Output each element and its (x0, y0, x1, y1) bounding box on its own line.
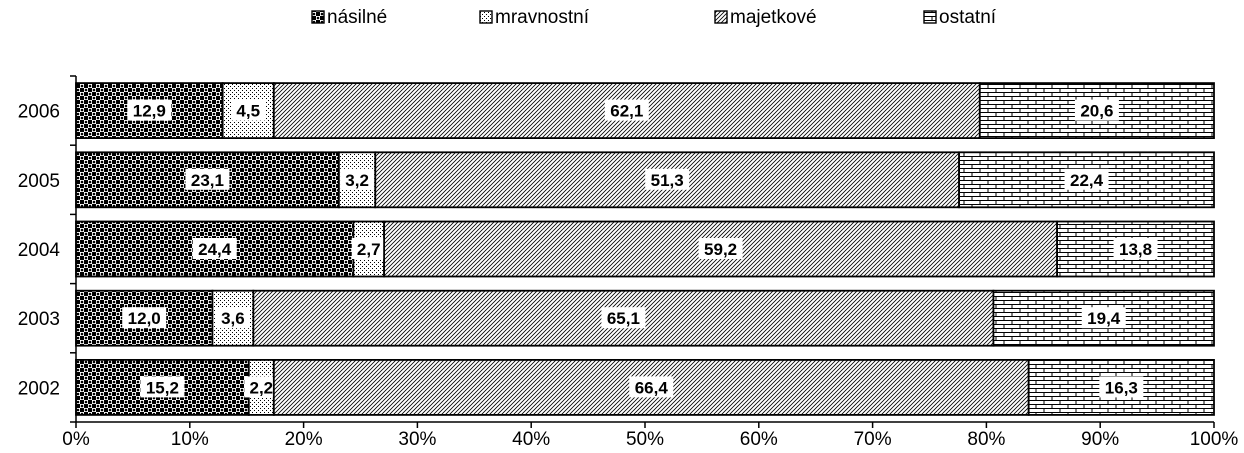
data-label-bg (601, 307, 646, 329)
data-label: 3,2 (345, 171, 369, 190)
bar-segment (1056, 220, 1215, 278)
x-tick-label: 10% (171, 429, 209, 450)
legend-item-1: mravnostní (479, 7, 590, 28)
data-label-bg (215, 307, 250, 329)
data-label: 22,4 (1070, 171, 1104, 190)
data-label: 65,1 (607, 309, 640, 328)
y-tick-label: 2004 (18, 240, 61, 261)
data-label: 2,2 (249, 378, 273, 397)
data-label: 15,2 (146, 378, 179, 397)
y-tick-label: 2006 (18, 102, 60, 123)
x-tick-label: 40% (512, 429, 550, 450)
data-label-bg (231, 99, 266, 121)
data-label: 62,1 (610, 102, 643, 121)
data-label: 24,4 (198, 240, 232, 259)
data-label-bg (1064, 168, 1109, 190)
legend-swatch (479, 10, 493, 24)
data-label-bg (244, 376, 279, 398)
bar-row-2005: 23,1 3,2 51,3 22,4 (75, 151, 1215, 209)
y-tick-label: 2002 (18, 378, 60, 399)
data-label-bg (140, 376, 185, 398)
data-label-bg (1074, 99, 1119, 121)
data-label-bg (1081, 307, 1126, 329)
data-label: 66,4 (635, 378, 669, 397)
data-label-bg (192, 238, 237, 259)
y-tick-label: 2003 (18, 309, 60, 330)
bar-segment (221, 82, 275, 139)
x-tick-label: 20% (285, 429, 323, 450)
x-tick-label: 30% (398, 429, 436, 450)
bars-group: 12,9 4,5 62,1 20,6 23,1 3,2 51,3 22,4 24,4 2,7 59,… (75, 82, 1215, 416)
legend-label: mravnostní (495, 7, 590, 28)
data-label: 51,3 (651, 171, 684, 190)
legend-item-0: násilné (311, 7, 387, 28)
data-label: 16,3 (1105, 378, 1138, 397)
axes-group: 2006 2005 2004 2003 2002 0% 10% 20% 30% 40% 50% 60%… (18, 75, 1239, 450)
data-label-bg (629, 376, 674, 398)
data-label: 59,2 (704, 240, 737, 259)
data-label: 19,4 (1087, 309, 1121, 328)
bar-row-2002: 15,2 2,2 66,4 16,3 (75, 358, 1215, 416)
data-label: 3,6 (221, 309, 245, 328)
legend-swatch (311, 10, 325, 24)
data-label-bg (645, 168, 690, 190)
data-label-bg (1099, 376, 1144, 398)
x-tick-label: 0% (62, 429, 90, 450)
data-label-bg (1113, 238, 1158, 259)
data-label: 13,8 (1119, 240, 1152, 259)
x-tick-label: 90% (1081, 429, 1119, 450)
data-label-bg (185, 168, 230, 190)
legend-label: násilné (327, 7, 387, 28)
legend-swatch (923, 10, 937, 24)
data-label-bg (340, 168, 375, 190)
data-label: 4,5 (236, 102, 260, 121)
x-tick-label: 80% (967, 429, 1005, 450)
bar-row-2004: 24,4 2,7 59,2 13,8 (75, 220, 1215, 278)
data-label: 23,1 (191, 171, 224, 190)
data-label: 2,7 (357, 240, 381, 259)
data-label-bg (604, 99, 649, 121)
data-label-bg (698, 238, 743, 259)
legend-label: ostatní (939, 7, 997, 28)
data-label-bg (351, 238, 386, 259)
y-tick-label: 2005 (18, 171, 60, 192)
x-tick-label: 60% (740, 429, 778, 450)
bar-row-2003: 12,0 3,6 65,1 19,4 (75, 289, 1215, 347)
chart-legend: násilné mravnostní majetkové ostatní (311, 7, 997, 28)
legend-label: majetkové (730, 7, 817, 28)
x-tick-label: 70% (854, 429, 892, 450)
data-label: 12,9 (133, 102, 166, 121)
x-tick-label: 100% (1190, 429, 1239, 450)
legend-item-2: majetkové (714, 7, 817, 28)
bar-row-2006: 12,9 4,5 62,1 20,6 (75, 82, 1215, 139)
legend-swatch (714, 10, 728, 24)
data-label-bg (127, 99, 172, 121)
data-label: 20,6 (1080, 102, 1113, 121)
data-label-bg (122, 307, 167, 329)
data-label: 12,0 (128, 309, 161, 328)
x-tick-label: 50% (626, 429, 664, 450)
legend-item-3: ostatní (923, 7, 997, 28)
